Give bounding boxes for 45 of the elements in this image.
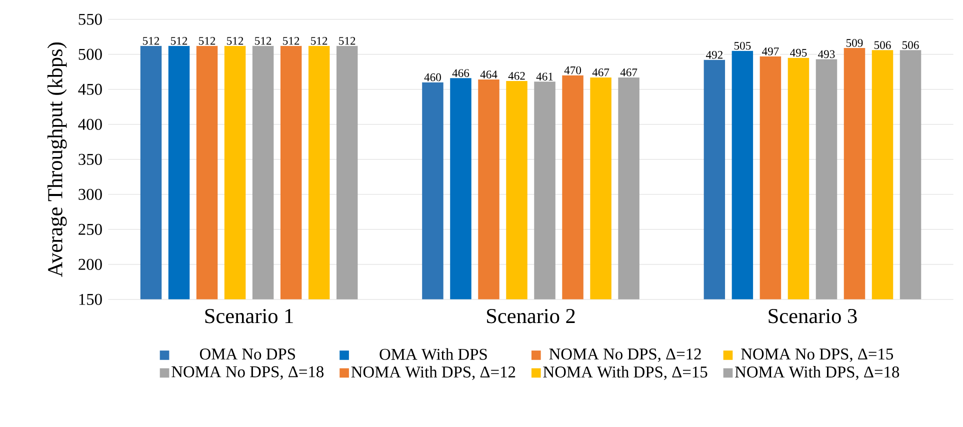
y-tick-label: 400 [78,118,102,130]
data-label: 461 [536,72,553,81]
data-label: 462 [508,72,525,80]
data-label: 512 [255,37,272,45]
data-label: 466 [452,69,470,78]
data-label: 493 [818,50,835,58]
data-label: 512 [311,37,328,45]
data-label: 460 [424,73,441,82]
y-tick-label: 150 [79,294,102,306]
data-label: 492 [706,51,722,59]
legend-label: NOMA No DPS, Δ=15 [741,348,894,362]
data-label: 512 [227,37,244,45]
data-label: 470 [564,66,582,74]
data-label: 512 [142,37,160,45]
data-label: 512 [283,37,300,45]
data-label: 505 [734,42,751,50]
legend-label: OMA No DPS [200,348,295,360]
legend-label: NOMA With DPS, Δ=15 [543,366,708,380]
data-label: 506 [902,41,919,49]
legend-label: NOMA With DPS, Δ=12 [351,366,516,380]
data-label: 464 [480,70,498,78]
y-tick-label: 550 [78,14,102,25]
data-label: 467 [620,68,638,76]
y-tick-label: 350 [78,154,102,165]
y-tick-label: 200 [78,258,102,270]
data-label: 497 [762,48,779,56]
x-tick-label: Scenario 2 [487,308,575,324]
y-tick-label: 500 [78,48,102,60]
legend-label: NOMA No DPS, Δ=12 [549,348,701,362]
y-tick-label: 250 [78,224,102,235]
y-tick-label: 300 [78,188,102,200]
x-tick-label: Scenario 1 [205,308,293,324]
data-label: 506 [874,41,891,49]
legend-label: NOMA With DPS, Δ=18 [735,366,900,380]
data-label: 512 [170,37,188,45]
legend-label: OMA With DPS [380,348,487,360]
data-label: 512 [339,37,356,45]
data-label: 512 [199,37,216,45]
x-tick-label: Scenario 3 [768,308,857,324]
data-label: 509 [846,39,863,47]
y-axis-title: Average Throughput (kbps) [47,42,67,278]
data-label: 467 [592,68,610,76]
legend-label: NOMA No DPS, Δ=18 [172,366,324,380]
data-label: 495 [790,48,807,57]
y-tick-label: 450 [78,84,102,95]
